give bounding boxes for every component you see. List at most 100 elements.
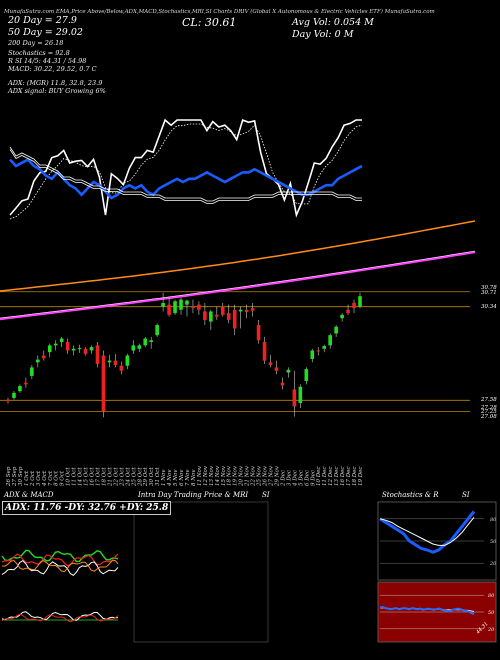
price-label: 27.25 xyxy=(480,409,497,415)
candle xyxy=(167,297,171,317)
candle xyxy=(65,338,70,354)
candle-body xyxy=(250,308,255,311)
candle-body xyxy=(149,340,153,342)
candle xyxy=(59,336,64,348)
candle xyxy=(173,299,177,315)
candle xyxy=(268,354,273,368)
date-label: 21 Nov xyxy=(245,465,251,487)
candle xyxy=(274,360,279,375)
candle-body xyxy=(232,309,237,329)
candle-body xyxy=(30,367,34,376)
date-label: 17 Oct xyxy=(95,467,101,486)
candle xyxy=(101,350,106,418)
date-label: 7 Oct xyxy=(48,470,54,486)
adx-panel xyxy=(1,549,119,577)
date-label: 10 Oct xyxy=(66,467,72,486)
candle xyxy=(250,302,255,317)
candle-body xyxy=(101,355,106,412)
date-label: 13 Nov xyxy=(209,465,215,486)
date-label: 18 Oct xyxy=(101,467,107,486)
date-label: 29 Oct xyxy=(143,467,149,487)
candle xyxy=(316,347,321,356)
candle-body xyxy=(125,355,130,366)
candle-body xyxy=(12,392,16,398)
ema50-line-2 xyxy=(9,149,362,204)
si-tick-label: 50 xyxy=(488,610,495,616)
intraday-panel-title: Intra Day Trading Price & MRI xyxy=(138,491,249,499)
candle xyxy=(77,344,82,353)
ema100-line xyxy=(0,220,476,292)
candle-body xyxy=(203,311,207,320)
candle xyxy=(149,336,153,349)
date-label: 3 Oct xyxy=(36,470,42,486)
candle xyxy=(155,323,159,337)
candle-body xyxy=(256,325,261,341)
date-label: 11 Oct xyxy=(72,467,78,486)
candle-body xyxy=(185,300,189,305)
candle xyxy=(179,297,183,315)
candle-body xyxy=(119,365,124,371)
date-label: 4 Oct xyxy=(42,470,48,487)
stoch-d-line xyxy=(379,516,475,546)
candle xyxy=(286,367,291,378)
si-panel-title: SI xyxy=(262,491,270,499)
stoch-tick-label: 20 xyxy=(489,561,497,567)
candle xyxy=(328,333,332,349)
macd-panel xyxy=(1,611,119,623)
si-tick-label: 80 xyxy=(488,593,495,599)
adx-line xyxy=(1,559,119,577)
candle-body xyxy=(274,367,279,371)
stochastics-panel-title: Stochastics & R xyxy=(382,491,439,499)
plus-di-line xyxy=(1,549,119,563)
ema200-line xyxy=(0,250,476,321)
candle xyxy=(310,348,315,363)
date-label: 13 Dec xyxy=(334,467,340,487)
price-label: 27.58 xyxy=(480,397,497,403)
candle-body xyxy=(95,345,100,365)
date-label: 25 Nov xyxy=(257,465,263,487)
candle xyxy=(83,347,88,356)
date-labels: 26 Sep 27 Sep 30 Sep 1 Oct 2 Oct 3 Oct 4 Oct 7 … xyxy=(6,465,364,487)
candle xyxy=(197,301,201,315)
date-label: 11 Nov xyxy=(197,465,203,486)
candle-body xyxy=(334,326,338,334)
date-label: 19 Nov xyxy=(233,465,239,486)
candle xyxy=(137,343,142,353)
date-label: 31 Oct xyxy=(155,467,161,486)
rsi-si-label: R SI 14/5: 44.31 / 54.98 xyxy=(8,57,87,65)
date-label: 22 Nov xyxy=(251,465,257,487)
si-tick-label: 20 xyxy=(487,627,495,633)
date-label: 16 Dec xyxy=(340,467,346,487)
candle-body xyxy=(286,369,291,373)
candle-body xyxy=(298,386,303,404)
date-label: 27 Sep xyxy=(12,466,18,487)
candle xyxy=(30,365,34,380)
candle xyxy=(358,292,362,309)
stoch-label: Stochastics = 92.8 xyxy=(8,49,70,57)
candle xyxy=(24,377,28,388)
date-label: 7 Nov xyxy=(185,469,191,486)
candle-body xyxy=(59,338,64,342)
candle xyxy=(238,306,243,329)
date-label: 4 Nov xyxy=(167,469,173,487)
date-label: 28 Oct xyxy=(137,467,143,487)
candle-body xyxy=(340,314,344,319)
date-label: 5 Nov xyxy=(173,469,179,486)
candle-body xyxy=(310,350,315,359)
candle-body xyxy=(41,355,46,359)
date-label: 15 Oct xyxy=(84,467,90,486)
date-label: 2 Dec xyxy=(280,470,286,487)
date-label: 30 Sep xyxy=(18,466,24,486)
ema-lines xyxy=(0,118,476,321)
price-label: 30.78 xyxy=(481,285,497,291)
date-label: 19 Dec xyxy=(358,467,364,487)
si2-panel-title: SI xyxy=(462,491,470,499)
candle-body xyxy=(322,346,327,349)
day-vol-label: Day Vol: 0 M xyxy=(292,29,354,40)
candle xyxy=(41,350,46,361)
candle xyxy=(340,313,344,322)
date-label: 1 Nov xyxy=(161,469,167,486)
candle-body xyxy=(191,306,195,309)
macd-line xyxy=(1,611,119,621)
date-label: 24 Oct xyxy=(125,467,131,487)
